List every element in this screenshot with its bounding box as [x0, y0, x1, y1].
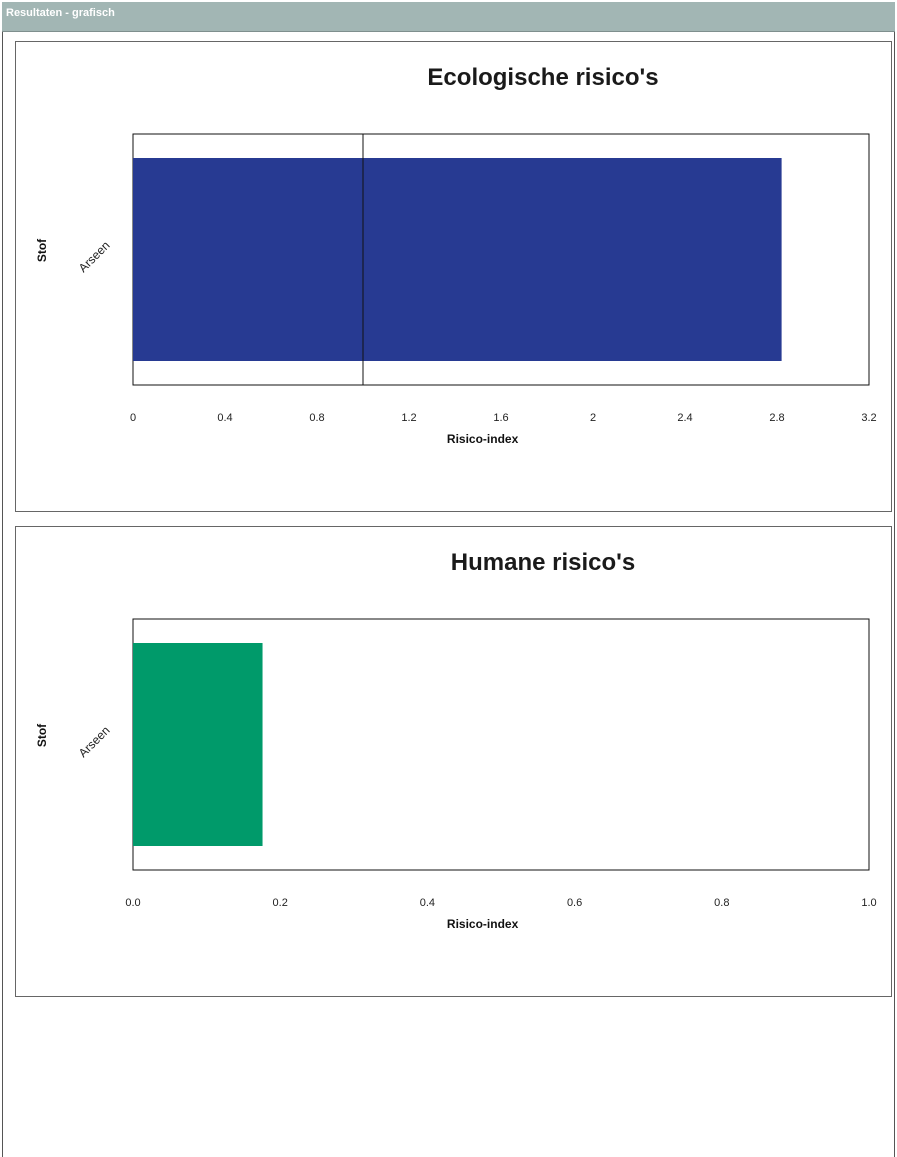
x-tick-label: 0	[130, 412, 136, 424]
x-tick-label: 2.4	[677, 412, 692, 424]
human-risk-chart: Humane risico's Arseen 0.0 0.2 0.4 0.6 0.8 1.0…	[35, 549, 877, 931]
x-tick-label: 2.8	[769, 412, 784, 424]
chart-title: Ecologische risico's	[427, 64, 658, 91]
window-header: Resultaten - grafisch	[2, 2, 895, 32]
category-label: Arseen	[76, 723, 113, 760]
y-axis-label: Stof	[35, 238, 49, 262]
x-tick-label: 0.8	[714, 897, 729, 909]
x-tick-label: 1.2	[401, 412, 416, 424]
header-title: Resultaten - grafisch	[6, 7, 115, 19]
x-tick-label: 2	[590, 412, 596, 424]
x-axis-label: Risico-index	[447, 917, 519, 931]
category-label: Arseen	[76, 238, 113, 275]
x-tick-label: 0.0	[125, 897, 140, 909]
x-tick-label: 0.4	[420, 897, 435, 909]
ecological-risk-chart-panel: Ecologische risico's Arseen 0 0.4 0.8 1.2 1.6…	[15, 41, 892, 512]
plot-area: Arseen 0 0.4 0.8 1.2 1.6 2 2.4 2.8 3.2 Risico-inde…	[35, 133, 877, 446]
chart-title: Humane risico's	[451, 549, 635, 576]
x-tick-label: 0.4	[217, 412, 232, 424]
ecological-risk-chart: Ecologische risico's Arseen 0 0.4 0.8 1.2 1.6…	[35, 64, 877, 446]
bar	[133, 643, 263, 846]
x-tick-label: 0.8	[309, 412, 324, 424]
x-tick-label: 0.2	[273, 897, 288, 909]
y-axis-label: Stof	[35, 723, 49, 747]
plot-area: Arseen 0.0 0.2 0.4 0.6 0.8 1.0 Risico-index Stof	[35, 618, 877, 931]
x-tick-label: 0.6	[567, 897, 582, 909]
x-tick-label: 3.2	[861, 412, 876, 424]
x-axis-label: Risico-index	[447, 432, 519, 446]
x-tick-label: 1.0	[861, 897, 876, 909]
x-tick-label: 1.6	[493, 412, 508, 424]
human-risk-chart-panel: Humane risico's Arseen 0.0 0.2 0.4 0.6 0.8 1.0…	[15, 526, 892, 997]
bar	[133, 158, 782, 361]
